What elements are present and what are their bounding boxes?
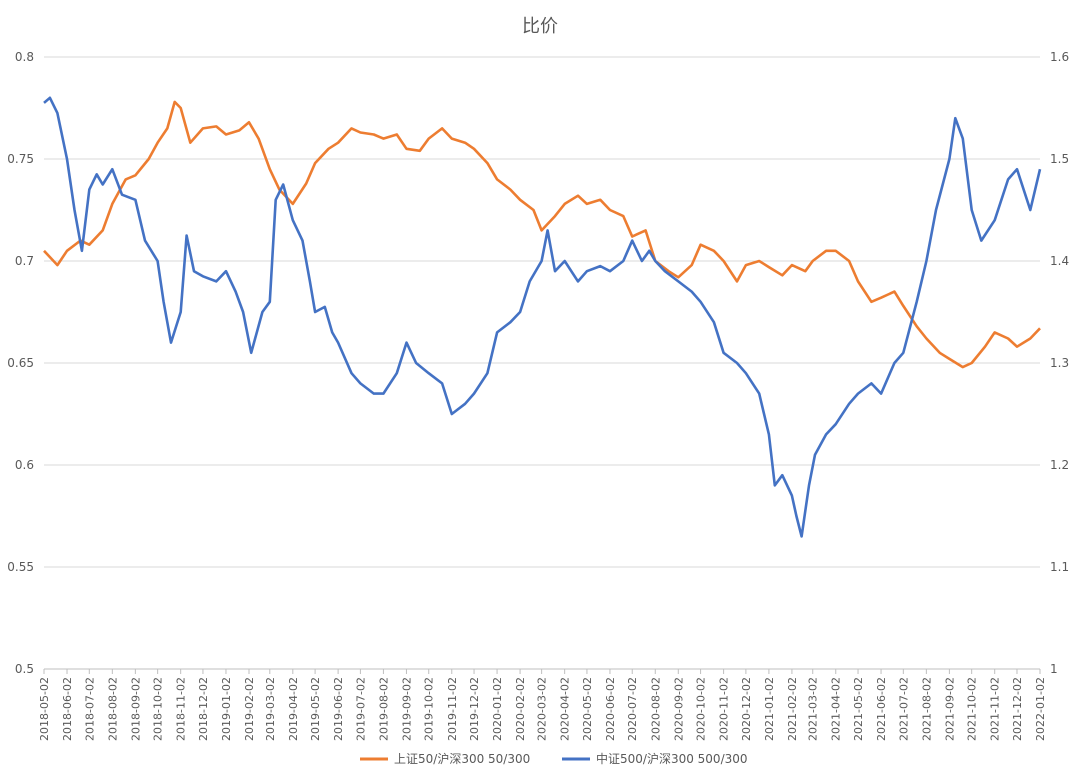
x-tick-label: 2022-01-02: [1034, 677, 1047, 741]
gridlines: [44, 56, 1040, 670]
y-right-tick-label: 1: [1050, 662, 1058, 676]
x-tick-label: 2020-09-02: [672, 677, 685, 741]
y-right-tick-label: 1.3: [1050, 356, 1069, 370]
x-tick-label: 2020-01-02: [491, 677, 504, 741]
x-tick-label: 2019-08-02: [377, 677, 390, 741]
y-right-tick-label: 1.6: [1050, 50, 1069, 64]
x-tick-label: 2021-08-02: [920, 677, 933, 741]
chart-title: 比价: [522, 16, 558, 37]
y-left-tick-label: 0.6: [15, 458, 34, 472]
x-tick-label: 2020-08-02: [649, 677, 662, 741]
x-tick-label: 2018-12-02: [197, 677, 210, 741]
x-tick-label: 2020-02-02: [514, 677, 527, 741]
legend-label-2: 中证500/沪深300 500/300: [596, 751, 748, 766]
x-tick-label: 2021-10-02: [966, 677, 979, 741]
x-tick-label: 2021-01-02: [763, 677, 776, 741]
x-tick-label: 2018-08-02: [106, 677, 119, 741]
y-left-tick-label: 0.65: [7, 356, 34, 370]
x-tick-label: 2018-05-02: [38, 677, 51, 741]
x-axis: 2018-05-02 2018-06-02 2018-07-02 2018-08-02…: [38, 669, 1047, 741]
x-tick-label: 2019-01-02: [220, 677, 233, 741]
y-left-tick-label: 0.5: [15, 662, 34, 676]
y-left-tick-label: 0.55: [7, 560, 34, 574]
x-tick-label: 2020-11-02: [718, 677, 731, 741]
y-right-tick-label: 1.5: [1050, 152, 1069, 166]
x-tick-label: 2020-07-02: [626, 677, 639, 741]
x-tick-label: 2019-06-02: [332, 677, 345, 741]
x-tick-label: 2020-05-02: [581, 677, 594, 741]
series-line-2: [43, 96, 1042, 538]
x-tick-label: 2020-04-02: [559, 677, 572, 741]
x-tick-label: 2019-11-02: [446, 677, 459, 741]
x-tick-label: 2020-06-02: [604, 677, 617, 741]
legend: 上证50/沪深300 50/300 中证500/沪深300 500/300: [360, 751, 748, 766]
y-right-tick-label: 1.4: [1050, 254, 1069, 268]
y-left-tick-label: 0.8: [15, 50, 34, 64]
x-tick-label: 2018-06-02: [61, 677, 74, 741]
x-tick-label: 2019-07-02: [354, 677, 367, 741]
x-tick-label: 2019-10-02: [423, 677, 436, 741]
x-tick-label: 2020-03-02: [536, 677, 549, 741]
legend-label-1: 上证50/沪深300 50/300: [394, 752, 530, 766]
x-tick-label: 2018-07-02: [83, 677, 96, 741]
series-layer: [43, 96, 1042, 538]
y-axis-right: 1 1.1 1.2 1.3 1.4 1.5 1.6: [1050, 50, 1069, 676]
x-tick-label: 2019-04-02: [287, 677, 300, 741]
y-right-tick-label: 1.2: [1050, 458, 1069, 472]
y-left-tick-label: 0.75: [7, 152, 34, 166]
x-tick-label: 2021-03-02: [807, 677, 820, 741]
x-tick-label: 2021-07-02: [897, 677, 910, 741]
x-tick-label: 2018-10-02: [152, 677, 165, 741]
x-tick-label: 2018-11-02: [175, 677, 188, 741]
x-tick-label: 2020-10-02: [695, 677, 708, 741]
x-tick-label: 2021-09-02: [943, 677, 956, 741]
x-tick-label: 2021-05-02: [852, 677, 865, 741]
x-tick-label: 2021-04-02: [830, 677, 843, 741]
x-tick-label: 2019-02-02: [243, 677, 256, 741]
y-right-tick-label: 1.1: [1050, 560, 1069, 574]
y-left-tick-label: 0.7: [15, 254, 34, 268]
x-tick-label: 2020-12-02: [740, 677, 753, 741]
x-tick-label: 2018-09-02: [129, 677, 142, 741]
y-axis-left: 0.5 0.55 0.6 0.65 0.7 0.75 0.8: [7, 50, 34, 676]
x-tick-label: 2019-05-02: [309, 677, 322, 741]
x-tick-label: 2021-06-02: [875, 677, 888, 741]
series-line-1: [43, 100, 1041, 369]
x-tick-label: 2019-12-02: [468, 677, 481, 741]
x-tick-label: 2019-03-02: [264, 677, 277, 741]
x-tick-label: 2021-11-02: [989, 677, 1002, 741]
x-tick-label: 2021-02-02: [786, 677, 799, 741]
x-tick-label: 2019-09-02: [400, 677, 413, 741]
x-tick-label: 2021-12-02: [1011, 677, 1024, 741]
